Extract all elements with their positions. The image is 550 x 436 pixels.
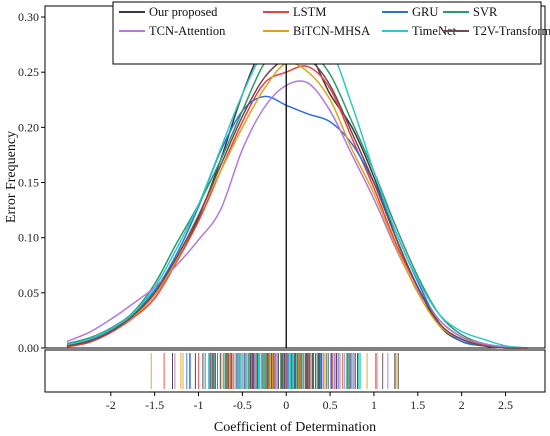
y-tick-label: 0.30: [18, 10, 39, 24]
y-axis-title: Error Frequency: [4, 131, 19, 223]
legend-box: [112, 1, 542, 65]
y-tick-label: 0.00: [18, 341, 39, 355]
legend-label: GRU: [412, 5, 438, 19]
axes: 0.00 0.05 0.10 0.15 0.20 0.25 0.30 -2 -1.5 -1 -0.5…: [18, 6, 513, 412]
x-tick-label: -1.5: [145, 398, 164, 412]
rug-strip: [150, 353, 399, 389]
x-tick-label: 0: [283, 398, 289, 412]
legend-label: TCN-Attention: [149, 24, 226, 38]
series-lines: [66, 29, 528, 349]
legend-label: TimeNet: [412, 24, 457, 38]
x-tick-label: 1.5: [410, 398, 425, 412]
x-tick-label: 1: [371, 398, 377, 412]
x-tick-label: 0.5: [323, 398, 338, 412]
series-line: [66, 61, 528, 349]
rug-frame: [44, 349, 546, 393]
x-axis-title: Coefficient of Determination: [214, 420, 376, 435]
x-tick-label: -0.5: [233, 398, 252, 412]
legend-label: SVR: [473, 5, 498, 19]
y-tick-label: 0.10: [18, 231, 39, 245]
y-tick-label: 0.20: [18, 120, 39, 134]
legend: Our proposed LSTM GRU SVR TCN-Attention BiTCN…: [112, 1, 550, 65]
y-tick-label: 0.25: [18, 65, 39, 79]
legend-label: BiTCN-MHSA: [293, 24, 370, 38]
legend-label: T2V-Transformer: [473, 24, 550, 38]
y-tick-label: 0.05: [18, 286, 39, 300]
x-tick-label: -2: [106, 398, 116, 412]
x-tick-label: 2.5: [498, 398, 513, 412]
x-tick-label: 2: [459, 398, 465, 412]
series-line: [66, 46, 528, 349]
series-line: [66, 55, 528, 349]
y-tick-label: 0.15: [18, 176, 39, 190]
series-line: [66, 29, 528, 349]
legend-label: LSTM: [293, 5, 326, 19]
x-tick-label: -1: [194, 398, 204, 412]
series-line: [66, 80, 528, 349]
legend-label: Our proposed: [149, 5, 218, 19]
series-line: [66, 65, 528, 349]
